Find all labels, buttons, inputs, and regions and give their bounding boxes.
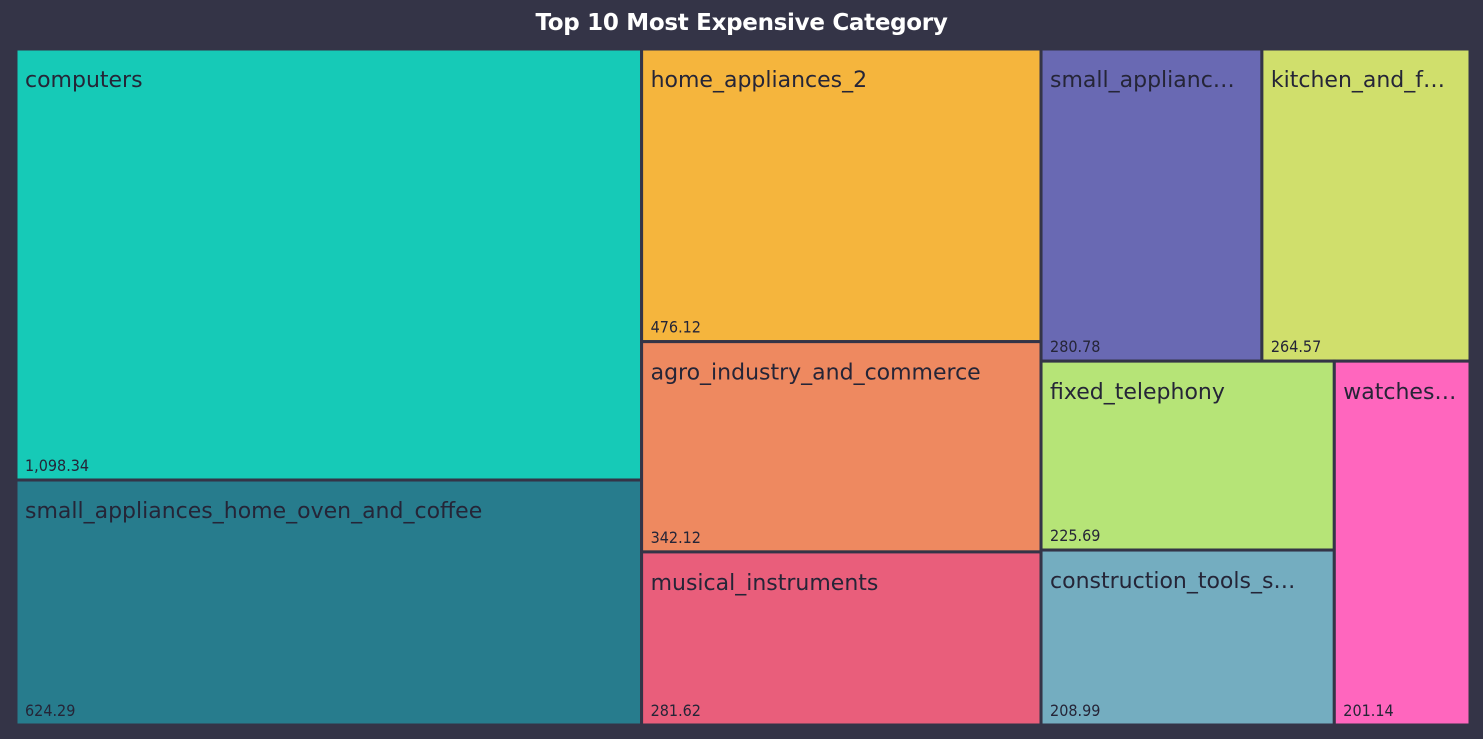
- treemap-tile-rect[interactable]: [1039, 47, 1264, 363]
- treemap-tile[interactable]: fixed_telephony 225.69: [1039, 359, 1336, 552]
- treemap-tile[interactable]: small_applianc… 280.78: [1039, 47, 1264, 363]
- treemap-tile-rect[interactable]: [1260, 47, 1472, 363]
- tile-value-label: 225.69: [1050, 526, 1100, 545]
- tile-category-label: small_appliances_home_oven_and_coffee: [25, 499, 482, 524]
- tile-value-label: 201.14: [1343, 701, 1393, 720]
- tile-category-label: kitchen_and_f…: [1271, 68, 1445, 93]
- treemap-tile[interactable]: construction_tools_s… 208.99: [1039, 548, 1336, 727]
- treemap-tile-rect[interactable]: [14, 47, 644, 482]
- tile-category-label: construction_tools_s…: [1050, 569, 1295, 594]
- tile-category-label: small_applianc…: [1050, 68, 1235, 93]
- treemap-tile[interactable]: musical_instruments 281.62: [640, 550, 1043, 727]
- treemap-tile[interactable]: home_appliances_2 476.12: [640, 47, 1043, 344]
- tile-category-label: computers: [25, 68, 143, 93]
- tile-category-label: fixed_telephony: [1050, 380, 1225, 405]
- tile-category-label: home_appliances_2: [651, 68, 868, 93]
- chart-title: Top 10 Most Expensive Category: [535, 10, 948, 36]
- treemap-tile[interactable]: watches… 201.14: [1332, 359, 1472, 727]
- treemap-tile-rect[interactable]: [640, 550, 1043, 727]
- tile-value-label: 624.29: [25, 701, 75, 720]
- treemap-tile-rect[interactable]: [14, 478, 644, 727]
- tile-value-label: 342.12: [651, 528, 701, 547]
- treemap-tile-rect[interactable]: [1039, 548, 1336, 727]
- tile-value-label: 264.57: [1271, 337, 1321, 356]
- tile-value-label: 280.78: [1050, 337, 1100, 356]
- treemap-tile[interactable]: computers 1,098.34: [14, 47, 644, 482]
- treemap-tile-rect[interactable]: [640, 340, 1043, 554]
- treemap-tile[interactable]: agro_industry_and_commerce 342.12: [640, 340, 1043, 554]
- tile-category-label: agro_industry_and_commerce: [651, 361, 981, 386]
- tile-category-label: musical_instruments: [651, 571, 879, 596]
- treemap-tile[interactable]: small_appliances_home_oven_and_coffee 624…: [14, 478, 644, 727]
- tile-category-label: watches…: [1343, 380, 1456, 405]
- treemap-tile-rect[interactable]: [1332, 359, 1472, 727]
- treemap-tile[interactable]: kitchen_and_f… 264.57: [1260, 47, 1472, 363]
- tile-value-label: 281.62: [651, 701, 701, 720]
- tile-value-label: 1,098.34: [25, 456, 89, 475]
- tile-value-label: 476.12: [651, 318, 701, 337]
- tile-value-label: 208.99: [1050, 701, 1100, 720]
- treemap-tile-rect[interactable]: [640, 47, 1043, 344]
